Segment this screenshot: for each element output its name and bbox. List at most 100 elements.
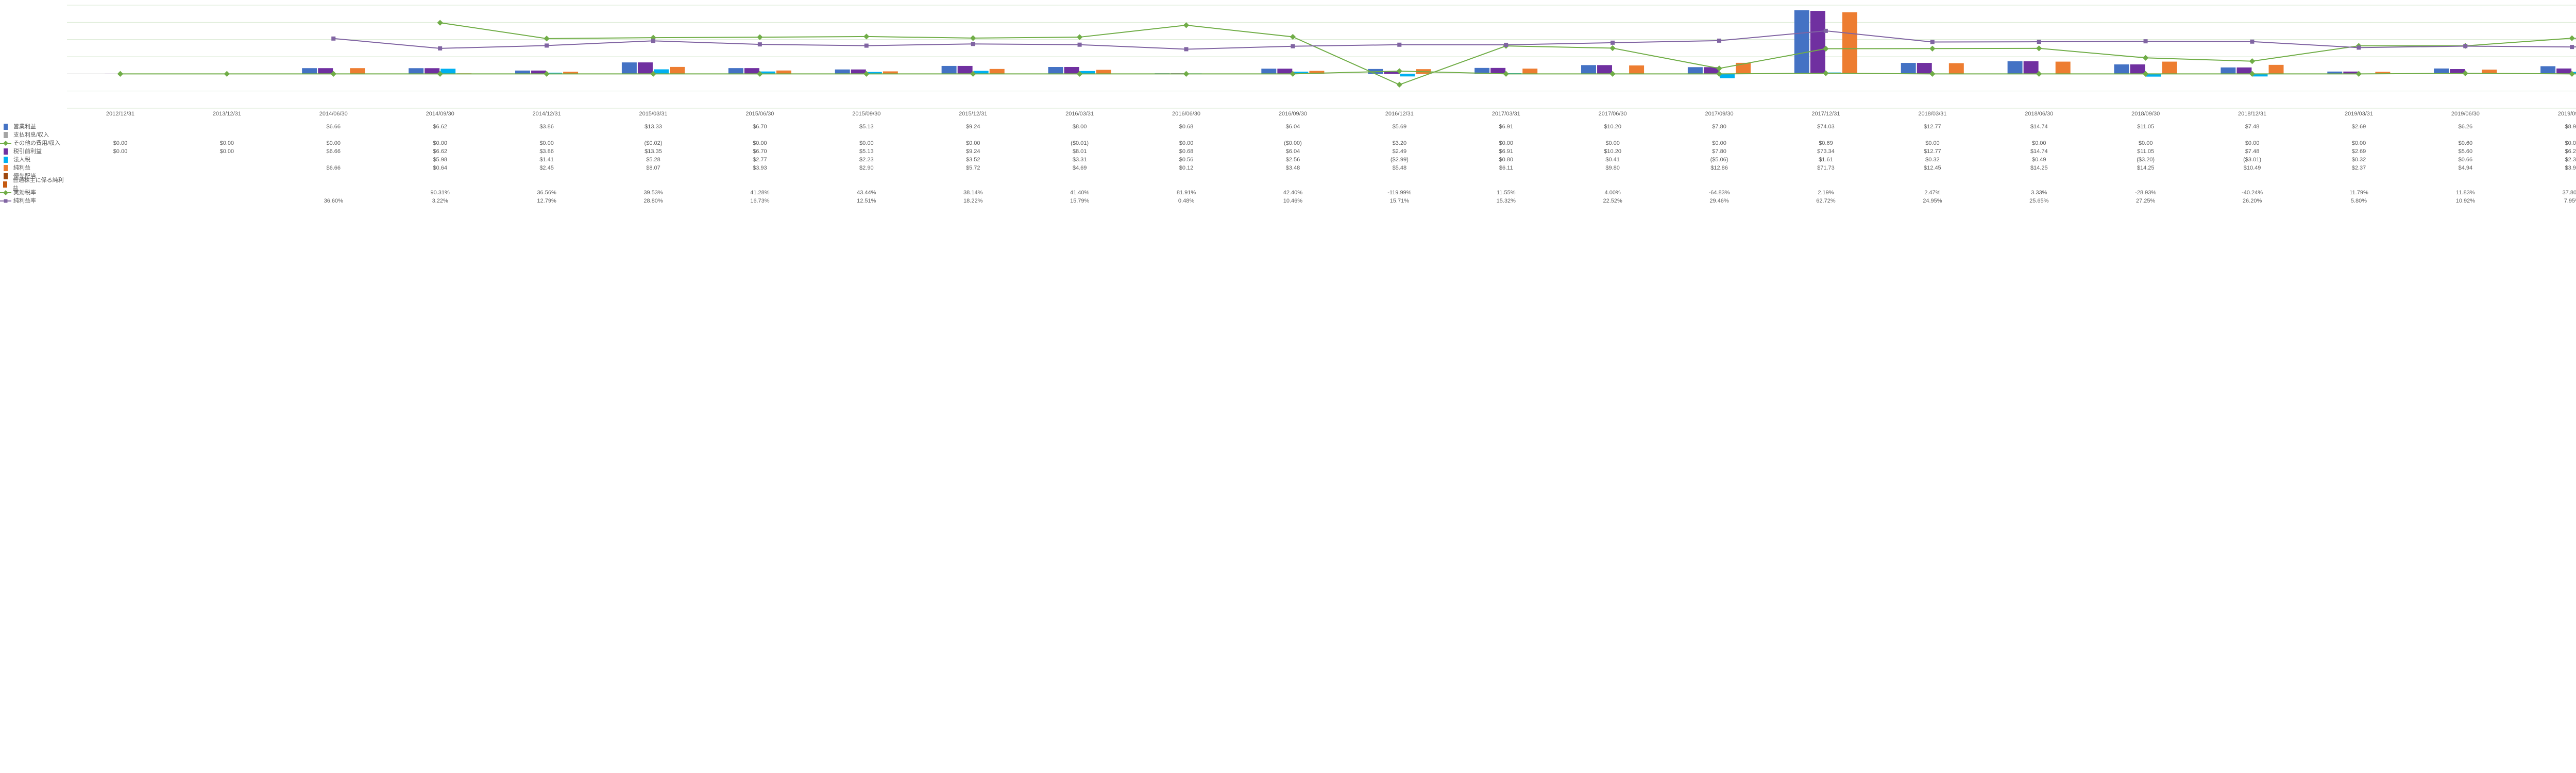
data-cell: 24.95% [1879, 197, 1986, 205]
data-cell [1986, 131, 2092, 139]
legend-swatch [0, 148, 11, 155]
data-cell [2092, 131, 2199, 139]
data-cell: $7.48 [2199, 147, 2306, 156]
data-cell: $12.77 [1879, 147, 1986, 156]
data-cell: $0.66 [2412, 156, 2519, 164]
data-cell: 10.46% [1240, 197, 1346, 205]
legend-swatch [0, 173, 11, 180]
data-cell: $0.64 [387, 164, 494, 172]
data-cell [494, 131, 600, 139]
data-cell: $6.91 [1453, 147, 1560, 156]
data-cell: $6.70 [706, 147, 813, 156]
data-cell: $7.48 [2199, 123, 2306, 131]
legend-swatch [0, 156, 11, 163]
x-label: 2017/06/30 [1560, 111, 1666, 121]
data-cell: 39.53% [600, 189, 707, 197]
data-cell [387, 172, 494, 180]
data-cell [1986, 172, 2092, 180]
series-label-text: 支払利息/収入 [13, 131, 49, 139]
data-cell: $11.05 [2092, 147, 2199, 156]
legend-swatch [0, 164, 11, 172]
data-cell: $8.07 [600, 164, 707, 172]
x-label: 2015/06/30 [706, 111, 813, 121]
data-cell [1346, 180, 1453, 189]
data-cell: 43.44% [813, 189, 920, 197]
chart-svg [67, 5, 2576, 108]
data-cell: ($0.02) [600, 139, 707, 147]
data-cell [494, 172, 600, 180]
data-cell [1453, 172, 1560, 180]
x-label: 2014/06/30 [280, 111, 387, 121]
data-cell [600, 180, 707, 189]
chart-plot-area: ($40)($20)$0$20$40$60$80 -200.00%-150.00… [67, 5, 2576, 108]
x-label: 2014/09/30 [387, 111, 494, 121]
data-cell [1453, 180, 1560, 189]
data-row-jikkou: 90.31%36.56%39.53%41.28%43.44%38.14%41.4… [67, 189, 2576, 197]
data-cell [2519, 131, 2576, 139]
data-cell: 36.60% [280, 197, 387, 205]
data-cell: $0.00 [280, 139, 387, 147]
legend-swatch [0, 123, 11, 130]
series-label: 税引前利益 [0, 147, 66, 156]
data-cell [1560, 172, 1666, 180]
data-cell: $0.00 [813, 139, 920, 147]
data-cell [280, 189, 387, 197]
series-labels-left: 営業利益支払利息/収入その他の費用/収入税引前利益法人税純利益優先配当普通株主に… [0, 123, 66, 205]
data-cell [280, 180, 387, 189]
data-cell [706, 131, 813, 139]
series-label: 純利益率 [0, 197, 66, 205]
data-cell: $6.70 [706, 123, 813, 131]
data-row-yusen [67, 172, 2576, 180]
data-cell: $3.93 [706, 164, 813, 172]
data-cell: ($3.20) [2092, 156, 2199, 164]
data-cell: $14.25 [2092, 164, 2199, 172]
data-cell: -40.24% [2199, 189, 2306, 197]
series-label-text: 純利益 [13, 164, 30, 172]
data-cell: $6.26 [2412, 123, 2519, 131]
data-cell: $12.45 [1879, 164, 1986, 172]
x-label: 2016/09/30 [1240, 111, 1346, 121]
data-cell [920, 180, 1026, 189]
data-cell [2412, 172, 2519, 180]
data-cell: $5.98 [387, 156, 494, 164]
data-cell [67, 180, 174, 189]
data-cell [1879, 131, 1986, 139]
data-cell [920, 172, 1026, 180]
data-cell: $2.37 [2306, 164, 2412, 172]
series-label: 営業利益 [0, 123, 66, 131]
data-cell: $4.69 [1026, 164, 1133, 172]
series-label-text: 実効税率 [13, 189, 36, 197]
data-cell: $0.68 [1133, 123, 1240, 131]
data-cell [2306, 172, 2412, 180]
data-cell [600, 131, 707, 139]
data-cell: -64.83% [1666, 189, 1773, 197]
data-cell: 11.79% [2306, 189, 2412, 197]
data-cell [2412, 180, 2519, 189]
data-cell [2306, 180, 2412, 189]
legend-swatch [0, 140, 11, 147]
data-cell [280, 131, 387, 139]
data-cell [1560, 131, 1666, 139]
data-cell: $5.48 [1346, 164, 1453, 172]
data-cell: $9.24 [920, 147, 1026, 156]
series-label: 普通株主に係る純利益 [0, 180, 66, 189]
data-cell: $0.12 [1133, 164, 1240, 172]
x-label: 2014/12/31 [494, 111, 600, 121]
data-cell: $5.72 [920, 164, 1026, 172]
x-label: 2018/03/31 [1879, 111, 1986, 121]
data-cell: $6.04 [1240, 123, 1346, 131]
data-cell [1453, 131, 1560, 139]
data-cell [174, 164, 280, 172]
data-cell: $71.73 [1773, 164, 1879, 172]
series-label-text: 純利益率 [13, 197, 36, 205]
series-label-text: 営業利益 [13, 123, 36, 131]
x-label: 2015/12/31 [920, 111, 1026, 121]
data-cell: 15.71% [1346, 197, 1453, 205]
legend-swatch [0, 197, 11, 205]
data-cell: $3.86 [494, 123, 600, 131]
data-cell [1133, 131, 1240, 139]
x-label: 2013/12/31 [174, 111, 280, 121]
data-cell: $12.86 [1666, 164, 1773, 172]
data-cell: $2.69 [2306, 123, 2412, 131]
data-cell: ($3.01) [2199, 156, 2306, 164]
